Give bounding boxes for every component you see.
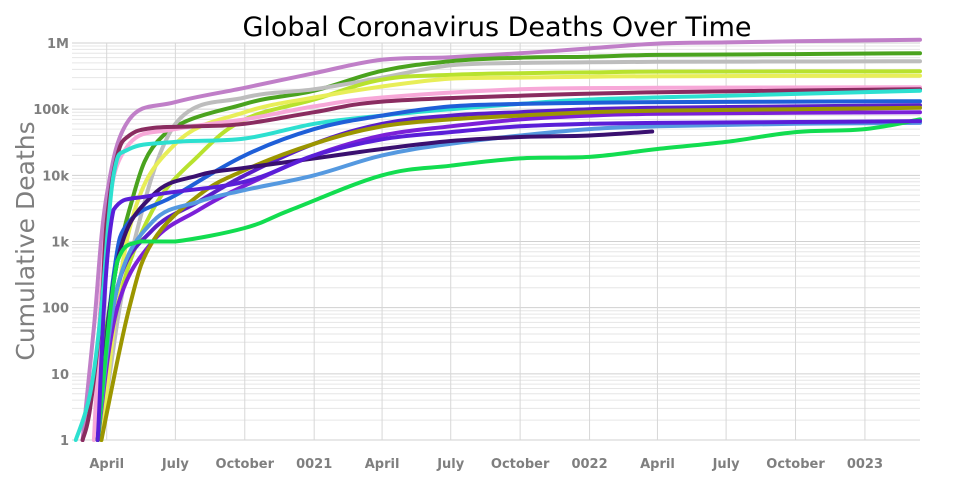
series-line (99, 73, 922, 442)
y-tick-label: 10 (51, 368, 69, 383)
series-line (80, 37, 922, 442)
series-line (95, 51, 922, 442)
series-line (95, 117, 922, 442)
series-line (95, 120, 922, 442)
x-tick-label: 0023 (847, 457, 883, 472)
x-tick-label: April (365, 457, 400, 472)
x-tick-label: April (640, 457, 675, 472)
y-tick-label: 1M (47, 37, 69, 52)
x-tick-label: October (491, 457, 550, 472)
series-line (73, 88, 922, 442)
series-line (95, 103, 922, 442)
chart-title: Global Coronavirus Deaths Over Time (242, 12, 751, 43)
y-tick-label: 1k (51, 236, 69, 251)
y-tick-label: 10k (42, 169, 69, 184)
x-tick-label: October (766, 457, 825, 472)
x-tick-label: 0022 (571, 457, 607, 472)
x-tick-label: July (712, 457, 741, 472)
series-line (95, 99, 922, 442)
y-tick-label: 100k (33, 103, 69, 118)
x-tick-label: 0021 (296, 457, 332, 472)
minor-gridlines (72, 45, 920, 421)
x-axis-ticks: April July October 0021 April July October 0022… (89, 457, 883, 472)
y-axis-ticks: 1 10 100 1k 10k 100k 1M (33, 37, 69, 449)
y-axis-label: Cumulative Deaths (11, 121, 40, 360)
series-layer (73, 37, 922, 442)
y-tick-label: 1 (60, 434, 69, 449)
series-line (99, 105, 922, 442)
x-tick-label: July (436, 457, 465, 472)
x-tick-label: July (161, 457, 190, 472)
x-tick-label: October (216, 457, 275, 472)
x-tick-label: April (89, 457, 124, 472)
y-tick-label: 100 (42, 302, 69, 317)
series-line (95, 119, 922, 442)
series-line (99, 69, 922, 442)
